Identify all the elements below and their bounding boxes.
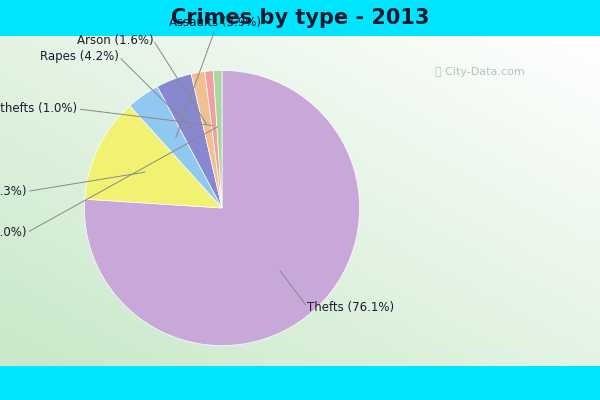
Text: ⓘ City-Data.com: ⓘ City-Data.com (435, 67, 525, 77)
Text: Burglaries (12.3%): Burglaries (12.3%) (0, 185, 26, 198)
Text: Assaults (3.9%): Assaults (3.9%) (169, 16, 261, 29)
Text: Auto thefts (1.0%): Auto thefts (1.0%) (0, 102, 77, 116)
Text: Robberies (1.0%): Robberies (1.0%) (0, 226, 26, 239)
Wedge shape (214, 70, 222, 208)
Wedge shape (191, 72, 222, 208)
Wedge shape (205, 71, 222, 208)
Text: Crimes by type - 2013: Crimes by type - 2013 (171, 8, 429, 28)
Wedge shape (130, 86, 222, 208)
Wedge shape (157, 74, 222, 208)
Wedge shape (85, 106, 222, 208)
Wedge shape (85, 70, 359, 346)
Text: Thefts (76.1%): Thefts (76.1%) (307, 300, 394, 314)
Text: Rapes (4.2%): Rapes (4.2%) (40, 50, 119, 63)
Text: Arson (1.6%): Arson (1.6%) (77, 34, 153, 47)
